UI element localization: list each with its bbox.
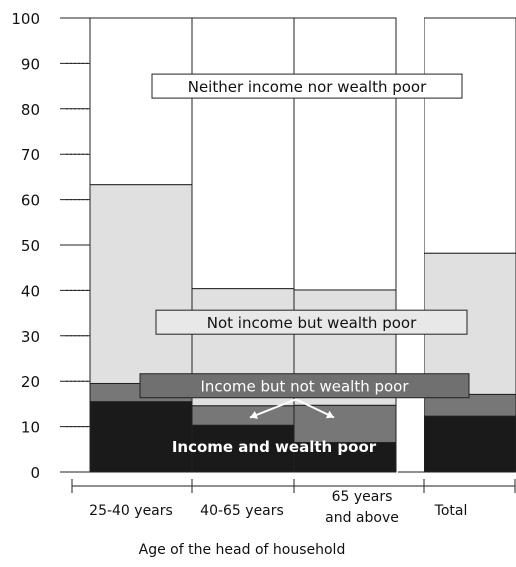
x-tick-label: 25-40 years	[89, 503, 173, 519]
annotation-layer: Neither income nor wealth poor Not income…	[139, 73, 470, 456]
x-tick-label: 65 years	[332, 489, 393, 505]
series-label: Income and wealth poor	[172, 438, 377, 456]
bar-segment	[423, 415, 516, 473]
bar-segment	[191, 424, 295, 473]
series-label-box	[151, 73, 463, 99]
y-tick-label: 80	[21, 101, 40, 119]
series-label-box	[155, 309, 468, 335]
y-tick-label: 10	[21, 419, 40, 437]
y-tick-label: 40	[21, 282, 40, 300]
pointer-arrow-head	[325, 410, 334, 419]
bar-segment	[89, 401, 193, 473]
x-tick-label: and above	[325, 510, 399, 526]
pointer-arrow-line	[295, 398, 335, 419]
y-tick-label: 30	[21, 328, 40, 346]
bar-segment	[89, 17, 193, 186]
pointer-arrow-line	[249, 398, 297, 419]
series-label: Income but not wealth poor	[200, 378, 409, 396]
series-label: Neither income nor wealth poor	[188, 78, 427, 96]
bar-segment	[191, 405, 295, 426]
bar-segment	[423, 17, 516, 254]
bar-segment	[89, 184, 193, 384]
x-tick-label: 40-65 years	[200, 503, 284, 519]
axis-layer: 0 10 20 30 40 50 60 70 80 90 100 25-40 years 40-65 y…	[11, 10, 516, 558]
y-tick-label: 20	[21, 373, 40, 391]
x-axis-label: Age of the head of household	[139, 542, 346, 558]
y-tick-label: 90	[21, 55, 40, 73]
x-tick-label: Total	[434, 503, 468, 519]
y-tick-label: 0	[30, 464, 40, 482]
bars-layer	[89, 17, 516, 473]
bar-segment	[293, 441, 397, 473]
y-tick-label: 100	[11, 10, 40, 28]
series-label-box	[139, 373, 470, 399]
bar-segment	[293, 17, 397, 291]
y-tick-label: 60	[21, 192, 40, 210]
y-tick-label: 70	[21, 146, 40, 164]
y-tick-label: 50	[21, 237, 40, 255]
series-label: Not income but wealth poor	[207, 314, 417, 332]
bar-segment	[191, 17, 295, 290]
pointer-arrow-head	[250, 411, 259, 419]
bar-segment	[293, 404, 397, 443]
